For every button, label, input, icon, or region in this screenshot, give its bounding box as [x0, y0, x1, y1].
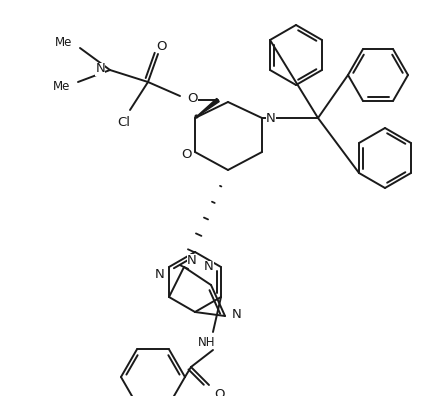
Text: O: O — [187, 93, 198, 105]
Text: Me: Me — [55, 36, 72, 48]
Text: N: N — [232, 308, 242, 320]
Text: NH: NH — [198, 335, 216, 348]
Text: O: O — [214, 388, 224, 396]
Text: N: N — [204, 261, 214, 274]
Text: Cl: Cl — [117, 116, 131, 128]
Text: N: N — [187, 253, 197, 267]
Text: N: N — [266, 112, 276, 124]
Text: N: N — [154, 268, 164, 282]
Text: O: O — [156, 40, 166, 53]
Polygon shape — [195, 99, 219, 118]
Text: Me: Me — [53, 80, 70, 93]
Text: O: O — [181, 147, 191, 160]
Text: N: N — [95, 63, 105, 76]
